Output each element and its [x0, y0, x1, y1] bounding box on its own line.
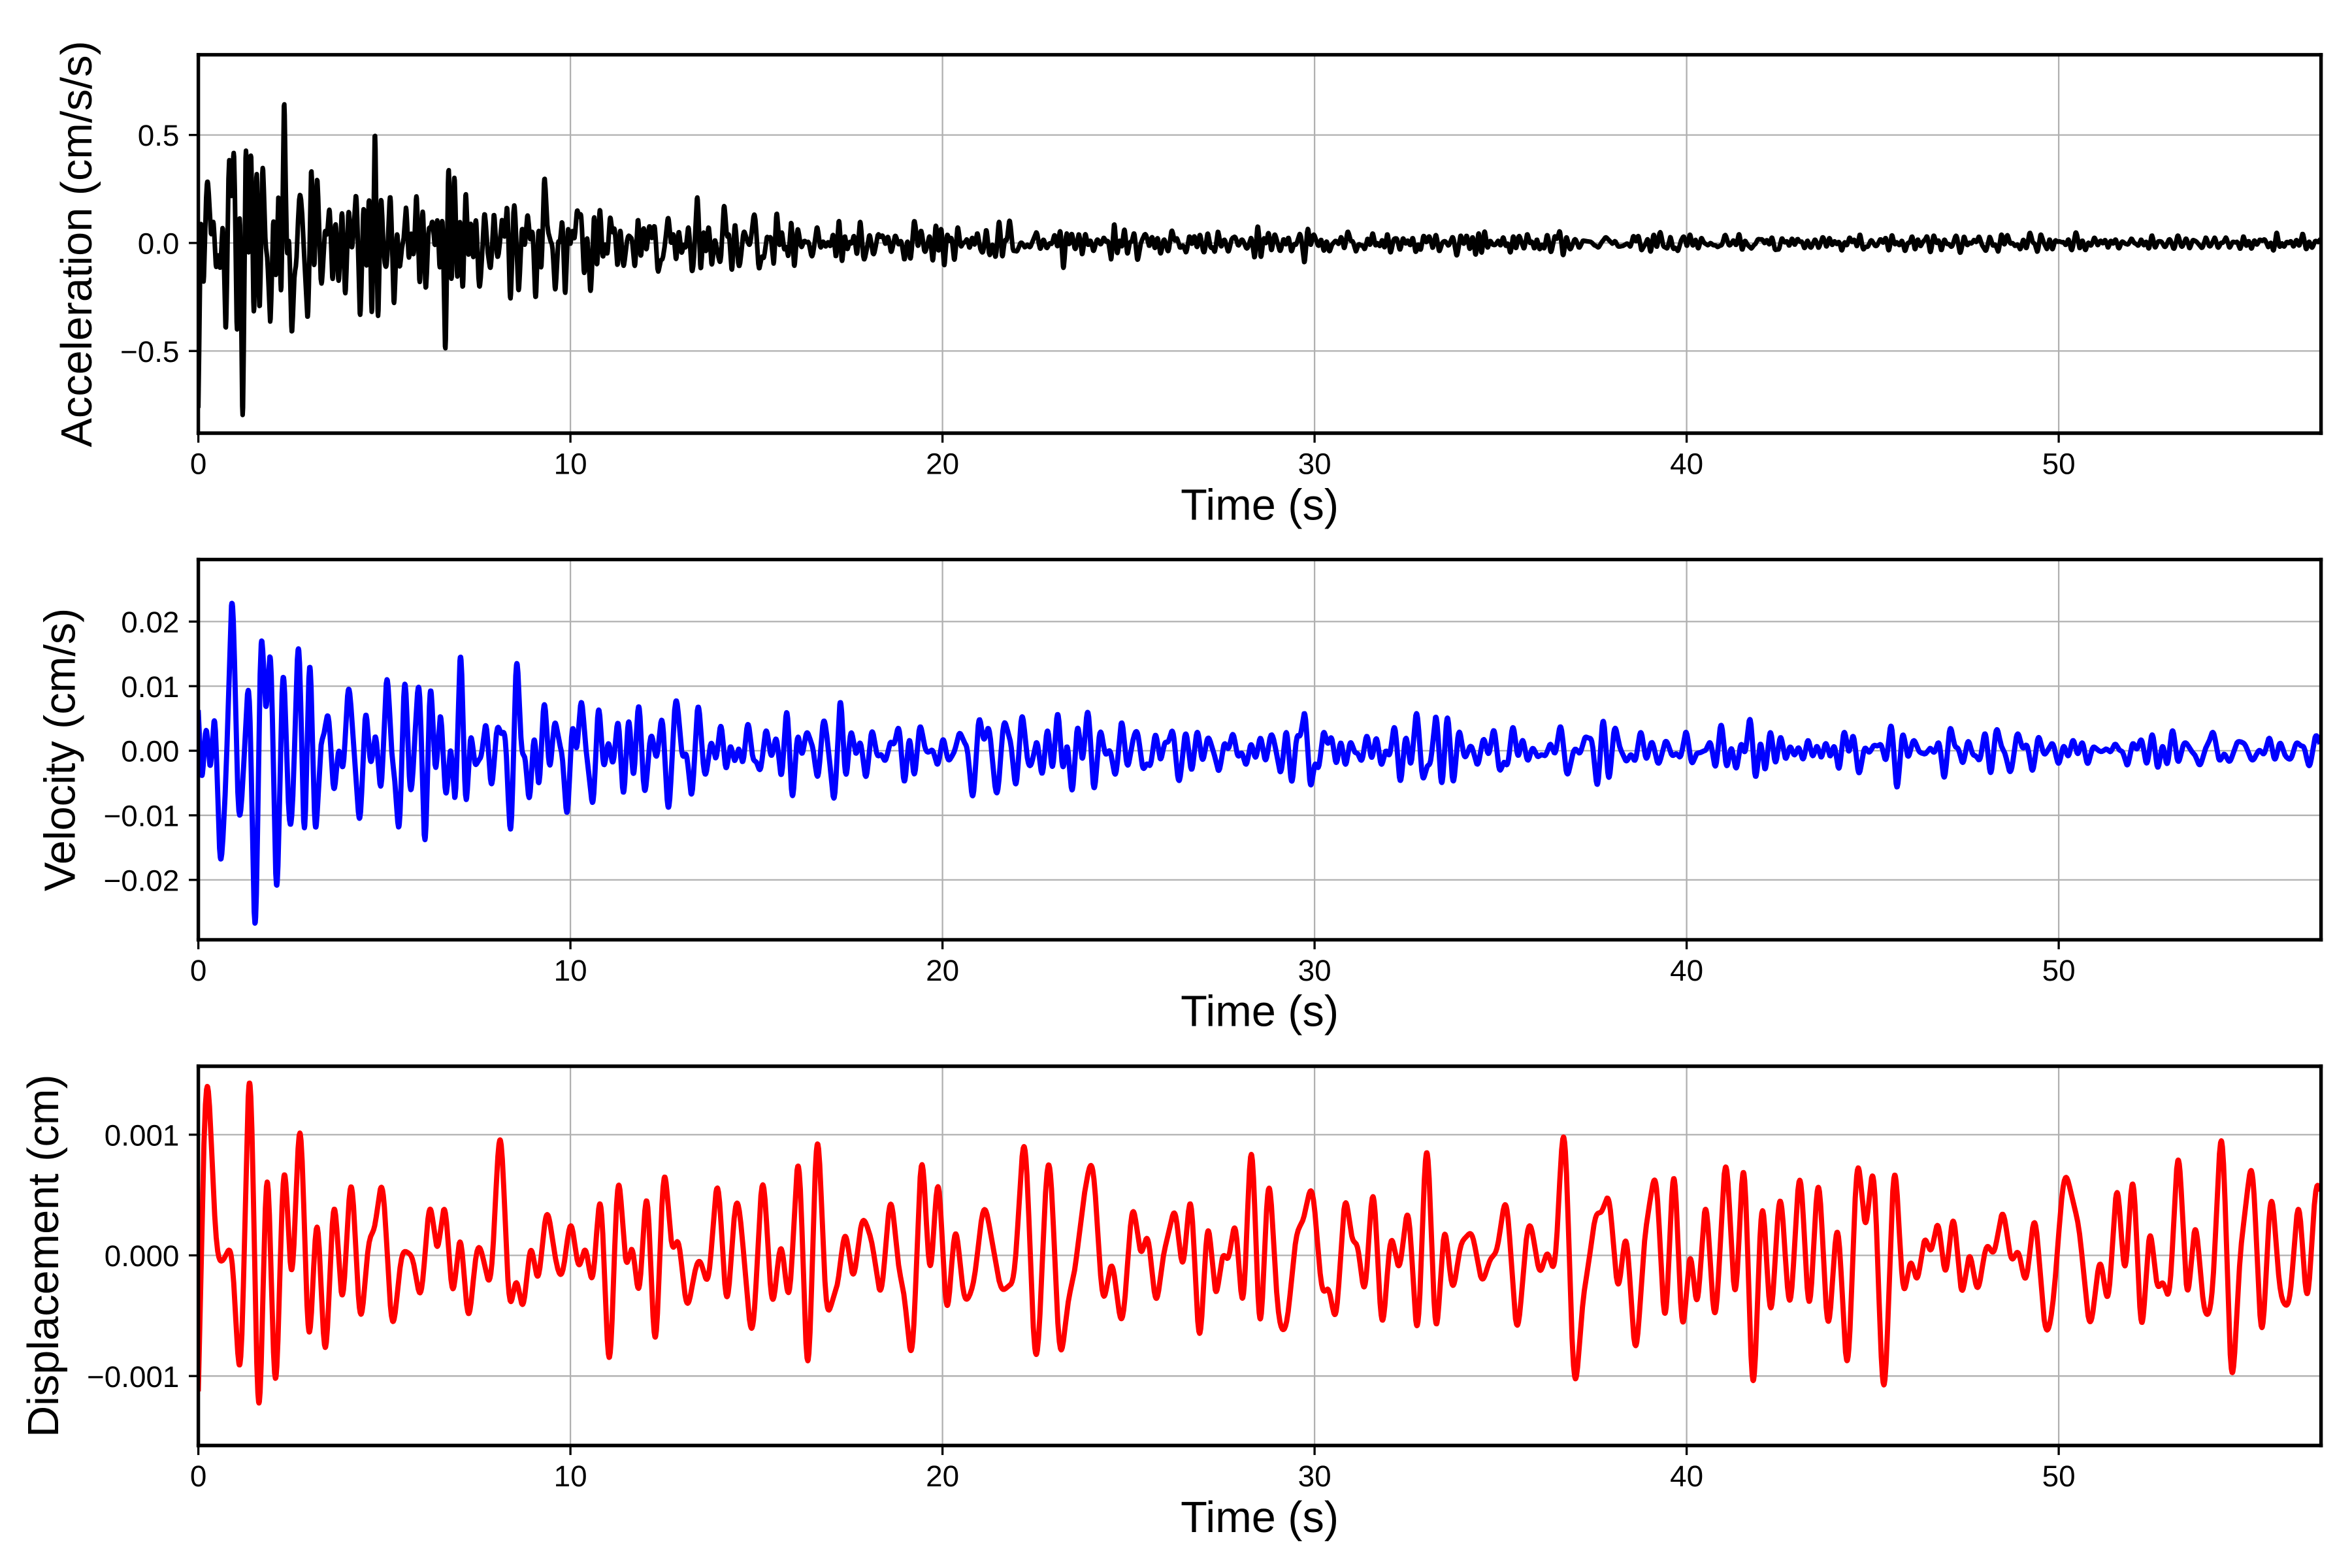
svg-text:Time (s): Time (s): [1181, 988, 1339, 1036]
svg-text:Velocity (cm/s): Velocity (cm/s): [37, 608, 85, 891]
svg-text:20: 20: [926, 447, 959, 480]
svg-text:Displacement (cm): Displacement (cm): [20, 1074, 68, 1437]
svg-text:0: 0: [190, 447, 207, 480]
svg-text:0.001: 0.001: [105, 1119, 180, 1152]
svg-text:30: 30: [1298, 1460, 1331, 1493]
svg-text:Time (s): Time (s): [1181, 1494, 1339, 1542]
svg-text:Acceleration (cm/s/s): Acceleration (cm/s/s): [53, 41, 101, 447]
svg-text:30: 30: [1298, 447, 1331, 480]
svg-text:Time (s): Time (s): [1181, 481, 1339, 529]
svg-text:10: 10: [554, 954, 587, 987]
svg-text:50: 50: [2042, 447, 2076, 480]
svg-text:−0.5: −0.5: [120, 335, 179, 368]
svg-text:50: 50: [2042, 1460, 2076, 1493]
svg-text:10: 10: [554, 1460, 587, 1493]
svg-text:0: 0: [190, 954, 207, 987]
svg-text:20: 20: [926, 1460, 959, 1493]
svg-text:−0.02: −0.02: [103, 864, 179, 897]
svg-text:−0.01: −0.01: [103, 800, 179, 833]
svg-text:0.00: 0.00: [121, 735, 179, 768]
svg-text:0.02: 0.02: [121, 606, 179, 639]
svg-text:0.0: 0.0: [138, 227, 180, 261]
svg-text:50: 50: [2042, 954, 2076, 987]
svg-text:0.01: 0.01: [121, 670, 179, 704]
svg-text:10: 10: [554, 447, 587, 480]
svg-text:0: 0: [190, 1460, 207, 1493]
svg-text:20: 20: [926, 954, 959, 987]
svg-text:40: 40: [1670, 447, 1703, 480]
svg-text:40: 40: [1670, 1460, 1703, 1493]
svg-text:30: 30: [1298, 954, 1331, 987]
svg-text:0.5: 0.5: [138, 119, 180, 152]
svg-text:−0.001: −0.001: [87, 1360, 179, 1394]
svg-text:0.000: 0.000: [105, 1239, 180, 1273]
svg-text:40: 40: [1670, 954, 1703, 987]
